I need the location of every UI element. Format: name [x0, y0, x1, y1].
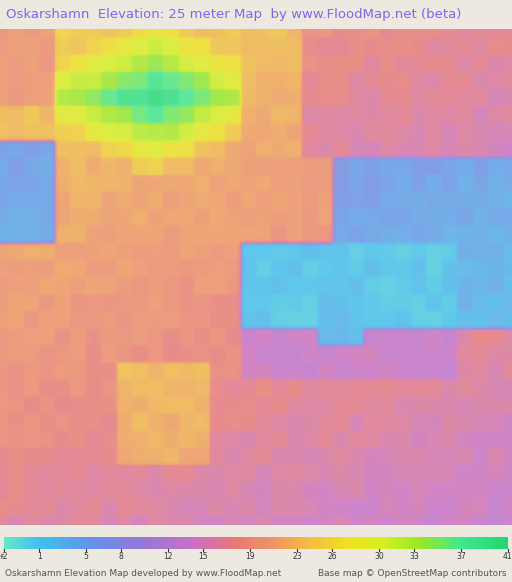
Text: 26: 26 [327, 552, 337, 560]
Text: 15: 15 [199, 552, 208, 560]
Text: 23: 23 [292, 552, 302, 560]
Text: 30: 30 [374, 552, 384, 560]
Text: Oskarshamn Elevation Map developed by www.FloodMap.net: Oskarshamn Elevation Map developed by ww… [5, 569, 282, 579]
Text: meter: meter [0, 552, 4, 560]
Text: -2: -2 [1, 552, 8, 560]
Text: 41: 41 [503, 552, 512, 560]
Text: 5: 5 [83, 552, 89, 560]
Text: 33: 33 [409, 552, 419, 560]
Text: Oskarshamn  Elevation: 25 meter Map  by www.FloodMap.net (beta): Oskarshamn Elevation: 25 meter Map by ww… [6, 8, 461, 21]
Text: 19: 19 [245, 552, 255, 560]
Text: 8: 8 [119, 552, 123, 560]
Text: 1: 1 [37, 552, 41, 560]
Text: 37: 37 [456, 552, 466, 560]
Text: Base map © OpenStreetMap contributors: Base map © OpenStreetMap contributors [318, 569, 507, 579]
Text: 12: 12 [163, 552, 173, 560]
